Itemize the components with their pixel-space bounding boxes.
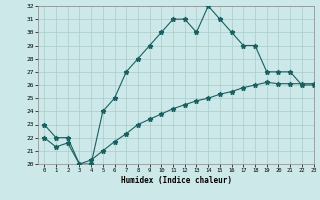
X-axis label: Humidex (Indice chaleur): Humidex (Indice chaleur) — [121, 176, 231, 185]
